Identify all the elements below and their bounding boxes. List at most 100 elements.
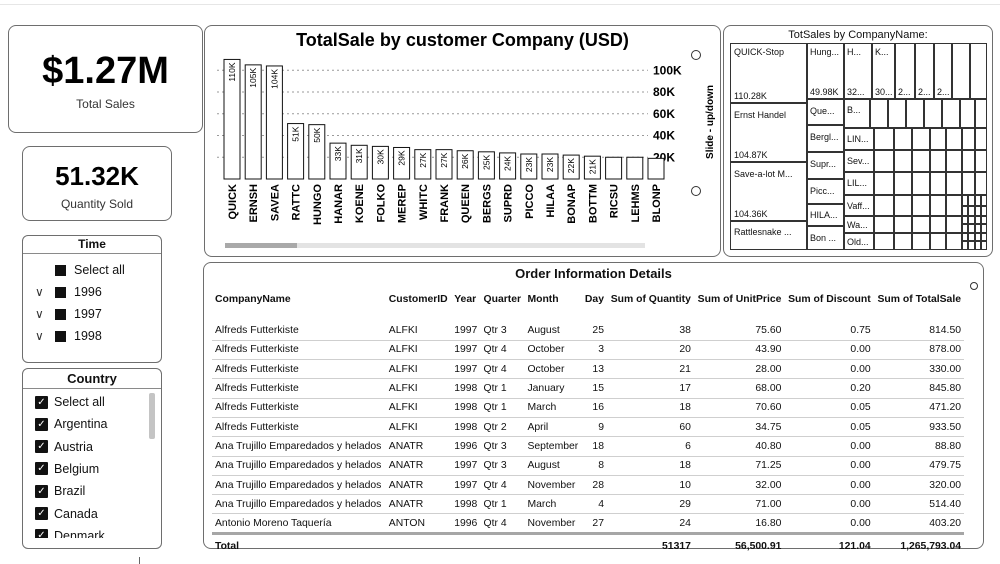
- bar[interactable]: [647, 157, 665, 180]
- treemap-cell[interactable]: [930, 233, 946, 250]
- treemap-cell[interactable]: [981, 224, 987, 233]
- bar[interactable]: [562, 154, 580, 180]
- treemap-cell[interactable]: 2...: [934, 43, 952, 99]
- checkbox-checked-icon[interactable]: ✓: [35, 417, 48, 431]
- bar[interactable]: [329, 142, 347, 180]
- treemap-cell[interactable]: [968, 233, 975, 241]
- treemap-cell[interactable]: Hung... 49.98K: [807, 43, 844, 99]
- column-header[interactable]: CustomerID: [388, 293, 448, 305]
- bar[interactable]: [265, 65, 283, 180]
- treemap-cell[interactable]: [975, 206, 981, 216]
- country-item[interactable]: ✓ Argentina: [35, 414, 108, 434]
- table-row[interactable]: Alfreds Futterkiste ALFKI 1997 Qtr 3 August 2…: [212, 321, 964, 340]
- column-header[interactable]: Sum of UnitPrice: [697, 293, 782, 305]
- treemap-cell[interactable]: B...: [844, 99, 870, 128]
- bar[interactable]: [350, 144, 368, 180]
- bar[interactable]: [583, 155, 601, 180]
- treemap-cell[interactable]: [874, 195, 894, 216]
- treemap-cell[interactable]: 2...: [915, 43, 934, 99]
- country-item[interactable]: ✓ Belgium: [35, 459, 99, 479]
- treemap-cell[interactable]: LIN...: [844, 128, 874, 150]
- chevron-down-icon[interactable]: ∨: [35, 285, 44, 299]
- country-scrollbar[interactable]: [149, 393, 155, 439]
- bar[interactable]: [541, 153, 559, 180]
- treemap-cell[interactable]: [912, 195, 930, 216]
- treemap-cell[interactable]: [894, 233, 912, 250]
- treemap-cell[interactable]: [962, 241, 968, 250]
- treemap-cell[interactable]: [946, 172, 962, 195]
- treemap-cell[interactable]: [962, 206, 968, 216]
- treemap-cell[interactable]: Save-a-lot M... 104.36K: [730, 162, 807, 221]
- checkbox-icon[interactable]: [55, 330, 66, 342]
- column-header[interactable]: Year: [454, 293, 477, 305]
- treemap-cell[interactable]: [946, 195, 962, 216]
- treemap-cell[interactable]: Sev...: [844, 150, 874, 172]
- checkbox-checked-icon[interactable]: ✓: [35, 507, 48, 520]
- column-header[interactable]: CompanyName: [215, 293, 291, 305]
- treemap-cell[interactable]: Wa...: [844, 216, 874, 233]
- treemap-cell[interactable]: [924, 99, 942, 128]
- slide-down-handle[interactable]: [691, 186, 701, 196]
- country-item[interactable]: ✓ Brazil: [35, 481, 85, 501]
- checkbox-icon[interactable]: [55, 264, 66, 276]
- treemap-cell[interactable]: [975, 216, 981, 224]
- scroll-thumb[interactable]: [225, 243, 297, 248]
- checkbox-checked-icon[interactable]: ✓: [35, 440, 48, 454]
- column-header[interactable]: Sum of Discount: [788, 293, 871, 305]
- treemap-cell[interactable]: [894, 172, 912, 195]
- treemap-cell[interactable]: [968, 195, 975, 206]
- time-slicer[interactable]: Time Select all ∨ 1996 ∨ 1997 ∨ 1998: [22, 235, 162, 363]
- column-header[interactable]: Month: [527, 293, 559, 305]
- column-header[interactable]: Quarter: [483, 293, 522, 305]
- treemap-cell[interactable]: [962, 150, 975, 172]
- treemap-cell[interactable]: [975, 195, 981, 206]
- treemap-cell[interactable]: [962, 172, 975, 195]
- bar[interactable]: [477, 151, 495, 180]
- treemap-cell[interactable]: Vaff...: [844, 195, 874, 216]
- treemap-cell[interactable]: [930, 172, 946, 195]
- time-item-1998[interactable]: ∨ 1998: [35, 326, 102, 346]
- checkbox-checked-icon[interactable]: ✓: [35, 484, 48, 498]
- table-options-handle[interactable]: [970, 282, 978, 290]
- country-item[interactable]: ✓ Canada: [35, 504, 98, 524]
- order-table-card[interactable]: Order Information Details CompanyName Cus…: [203, 262, 984, 558]
- treemap-cell[interactable]: [968, 224, 975, 233]
- treemap-cell[interactable]: [968, 241, 975, 250]
- treemap-cell[interactable]: [975, 233, 981, 241]
- treemap-cell[interactable]: [981, 241, 987, 250]
- table-row[interactable]: Ana Trujillo Emparedados y helados ANATR 1…: [212, 436, 964, 457]
- treemap-cell[interactable]: [946, 233, 962, 250]
- treemap-cell[interactable]: Supr...: [807, 152, 844, 179]
- bar[interactable]: [626, 156, 644, 180]
- treemap-cell[interactable]: Rattlesnake ...: [730, 221, 807, 250]
- bar[interactable]: [393, 146, 411, 180]
- bar[interactable]: [435, 149, 453, 180]
- treemap-cell[interactable]: [962, 224, 968, 233]
- treemap-cell[interactable]: [952, 43, 970, 99]
- table-row[interactable]: Alfreds Futterkiste ALFKI 1998 Qtr 1 January…: [212, 378, 964, 399]
- table-row[interactable]: Ana Trujillo Emparedados y helados ANATR 1…: [212, 455, 964, 476]
- treemap-cell[interactable]: [946, 216, 962, 233]
- checkbox-checked-icon[interactable]: ✓: [35, 395, 48, 409]
- treemap-cell[interactable]: [912, 216, 930, 233]
- treemap-cell[interactable]: QUICK-Stop 110.28K: [730, 43, 807, 103]
- treemap-cell[interactable]: HILA...: [807, 204, 844, 226]
- treemap-cell[interactable]: [912, 172, 930, 195]
- treemap-cell[interactable]: [874, 128, 894, 150]
- treemap-cell[interactable]: [981, 195, 987, 206]
- treemap-cell[interactable]: [874, 216, 894, 233]
- bar[interactable]: [308, 124, 326, 180]
- treemap-cell[interactable]: [962, 216, 968, 224]
- chevron-down-icon[interactable]: ∨: [35, 329, 44, 343]
- treemap-cell[interactable]: [912, 233, 930, 250]
- treemap-cell[interactable]: [874, 150, 894, 172]
- treemap-cell[interactable]: H... 32...: [844, 43, 872, 99]
- bar[interactable]: [520, 153, 538, 180]
- checkbox-checked-icon[interactable]: ✓: [35, 529, 48, 538]
- treemap-cell[interactable]: [981, 206, 987, 216]
- table-row[interactable]: Ana Trujillo Emparedados y helados ANATR 1…: [212, 494, 964, 514]
- treemap-cell[interactable]: [946, 150, 962, 172]
- treemap-cell[interactable]: [981, 233, 987, 241]
- bar[interactable]: [287, 123, 305, 180]
- bar[interactable]: [605, 156, 623, 180]
